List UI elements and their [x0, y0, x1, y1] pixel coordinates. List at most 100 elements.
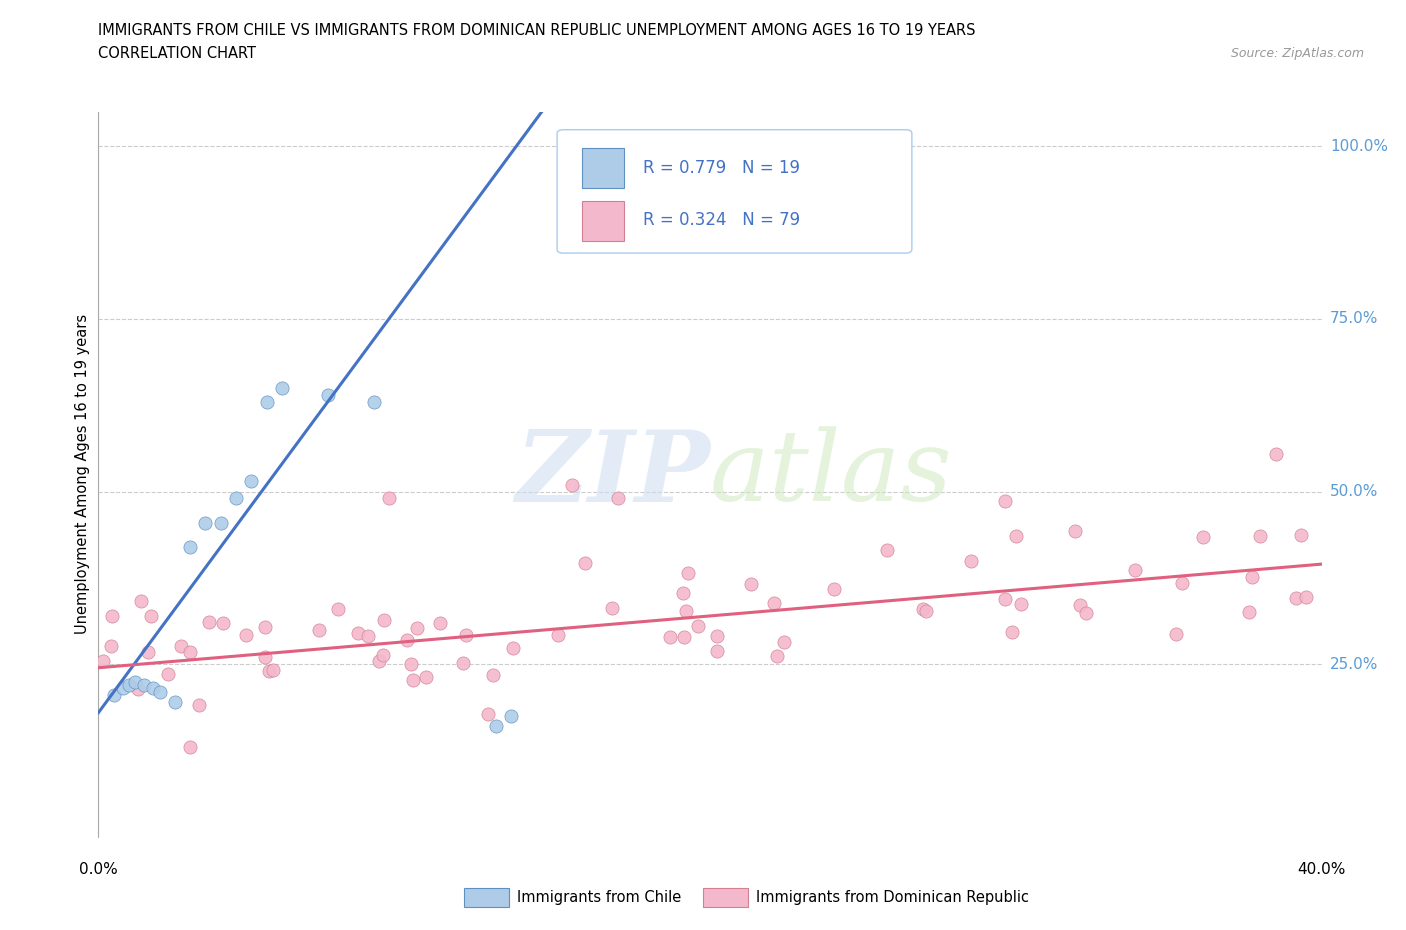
Point	[270, 380, 292, 395]
Point	[402, 672, 425, 687]
Point	[1069, 597, 1091, 612]
Point	[134, 678, 156, 693]
Point	[111, 681, 134, 696]
Point	[429, 616, 451, 631]
Point	[1123, 563, 1146, 578]
Point	[1010, 597, 1032, 612]
Point	[676, 565, 699, 580]
Point	[607, 491, 630, 506]
Point	[1241, 569, 1264, 584]
Point	[485, 719, 508, 734]
Bar	[582, 148, 624, 188]
Point	[371, 648, 394, 663]
Point	[959, 553, 981, 568]
Point	[373, 613, 395, 628]
Point	[763, 595, 786, 610]
Point	[347, 626, 370, 641]
Point	[328, 602, 350, 617]
Point	[994, 591, 1017, 606]
Text: 75.0%: 75.0%	[1330, 312, 1378, 326]
Point	[993, 494, 1015, 509]
Point	[454, 627, 477, 642]
Text: ZIP: ZIP	[515, 426, 710, 523]
Point	[477, 707, 499, 722]
Point	[100, 638, 122, 653]
Point	[675, 604, 697, 618]
Point	[706, 644, 728, 658]
Point	[772, 635, 794, 650]
Text: Source: ZipAtlas.com: Source: ZipAtlas.com	[1230, 46, 1364, 60]
Point	[574, 556, 596, 571]
Point	[406, 620, 429, 635]
Point	[1001, 625, 1024, 640]
Point	[188, 698, 211, 712]
Point	[254, 650, 277, 665]
Point	[766, 648, 789, 663]
Point	[142, 681, 165, 696]
Point	[659, 630, 682, 644]
Point	[415, 670, 437, 684]
Text: R = 0.779   N = 19: R = 0.779 N = 19	[643, 159, 800, 178]
Point	[1237, 604, 1260, 619]
Point	[672, 586, 695, 601]
Point	[240, 473, 263, 488]
Text: 25.0%: 25.0%	[1330, 657, 1378, 671]
Point	[124, 674, 146, 689]
Point	[1004, 529, 1026, 544]
Point	[256, 394, 278, 409]
Point	[141, 608, 163, 623]
Point	[1064, 524, 1087, 538]
Point	[1289, 527, 1312, 542]
Point	[1285, 591, 1308, 605]
Point	[179, 739, 201, 754]
Point	[1166, 626, 1188, 641]
Text: atlas: atlas	[710, 427, 953, 522]
Point	[1171, 576, 1194, 591]
Point	[501, 709, 523, 724]
Point	[914, 604, 936, 618]
Point	[157, 667, 180, 682]
Point	[259, 664, 281, 679]
Point	[876, 543, 898, 558]
Point	[912, 601, 935, 616]
Point	[547, 628, 569, 643]
Text: Immigrants from Chile: Immigrants from Chile	[517, 890, 682, 905]
Point	[103, 688, 125, 703]
Point	[197, 614, 219, 629]
Point	[502, 641, 524, 656]
Point	[209, 515, 232, 530]
Text: Immigrants from Dominican Republic: Immigrants from Dominican Republic	[756, 890, 1029, 905]
Point	[179, 644, 201, 659]
Point	[262, 662, 284, 677]
Point	[600, 601, 623, 616]
Text: IMMIGRANTS FROM CHILE VS IMMIGRANTS FROM DOMINICAN REPUBLIC UNEMPLOYMENT AMONG A: IMMIGRANTS FROM CHILE VS IMMIGRANTS FROM…	[98, 23, 976, 38]
Point	[561, 477, 583, 492]
Point	[1192, 529, 1215, 544]
Bar	[582, 201, 624, 241]
Point	[308, 623, 330, 638]
Point	[194, 515, 217, 530]
Point	[395, 633, 418, 648]
Point	[212, 615, 235, 630]
Point	[179, 539, 201, 554]
Point	[740, 577, 762, 591]
Point	[235, 628, 257, 643]
Point	[136, 644, 159, 659]
Point	[1249, 529, 1271, 544]
Point	[378, 491, 401, 506]
Point	[451, 656, 474, 671]
Point	[823, 582, 845, 597]
Text: 50.0%: 50.0%	[1330, 485, 1378, 499]
Point	[399, 656, 422, 671]
Point	[91, 653, 114, 668]
Text: R = 0.324   N = 79: R = 0.324 N = 79	[643, 211, 800, 230]
Point	[1295, 589, 1317, 604]
Text: 40.0%: 40.0%	[1298, 862, 1346, 877]
Point	[706, 629, 728, 644]
Point	[100, 608, 122, 623]
Text: CORRELATION CHART: CORRELATION CHART	[98, 46, 256, 61]
Point	[1264, 446, 1286, 461]
Point	[254, 619, 277, 634]
Point	[368, 654, 391, 669]
Text: 0.0%: 0.0%	[79, 862, 118, 877]
